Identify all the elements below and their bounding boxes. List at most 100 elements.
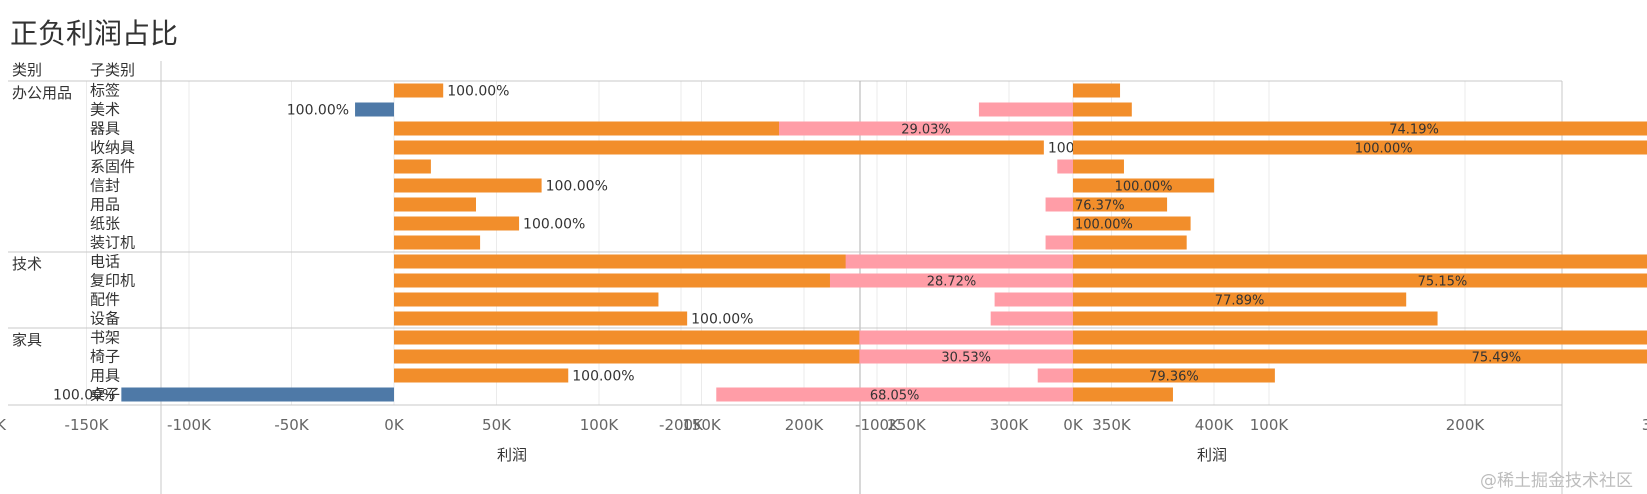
left-axis-tick-label: 100K xyxy=(580,416,620,434)
subcategory-label: 复印机 xyxy=(90,272,135,290)
right-negative-bar xyxy=(859,330,1073,345)
right-positive-bar xyxy=(1073,387,1173,402)
left-axis-tick-label: -200K xyxy=(0,416,7,434)
subcategory-label: 器具 xyxy=(90,120,120,138)
category-label: 办公用品 xyxy=(12,84,72,102)
right-positive-bar xyxy=(1073,368,1275,383)
left-axis-tick-label: 0K xyxy=(384,416,405,434)
right-positive-label: 100.00% xyxy=(1355,142,1413,157)
subcategory-label: 系固件 xyxy=(90,158,135,176)
right-positive-bar xyxy=(1073,178,1215,193)
left-axis-tick-label: 400K xyxy=(1195,416,1235,434)
right-positive-bar xyxy=(1073,349,1647,364)
subcategory-header: 子类别 xyxy=(90,61,135,79)
left-bar xyxy=(394,178,542,193)
right-positive-bar xyxy=(1073,254,1647,269)
right-positive-bar xyxy=(1073,292,1407,307)
subcategory-label: 椅子 xyxy=(90,348,120,366)
right-positive-bar xyxy=(1073,197,1168,212)
right-negative-bar xyxy=(716,387,1073,402)
right-positive-label: 75.49% xyxy=(1472,351,1522,366)
left-bar xyxy=(394,197,476,212)
right-positive-label: 75.15% xyxy=(1418,275,1468,290)
left-axis-tick-label: 150K xyxy=(682,416,722,434)
left-axis-tick-label: 50K xyxy=(482,416,512,434)
left-axis-tick-label: -150K xyxy=(65,416,110,434)
right-positive-bar xyxy=(1073,102,1132,117)
subcategory-label: 用具 xyxy=(90,367,120,385)
right-positive-label: 79.36% xyxy=(1149,370,1199,385)
left-axis-tick-label: 350K xyxy=(1092,416,1132,434)
right-negative-bar xyxy=(779,121,1073,136)
right-positive-label: 76.37% xyxy=(1075,199,1125,214)
right-negative-bar xyxy=(845,254,1073,269)
left-bar-label: 100.00% xyxy=(523,217,585,233)
left-axis-tick-label: -50K xyxy=(274,416,309,434)
subcategory-label: 配件 xyxy=(90,291,120,309)
subcategory-label: 纸张 xyxy=(90,215,120,233)
right-negative-bar xyxy=(990,311,1073,326)
left-axis-tick-label: -100K xyxy=(167,416,212,434)
right-negative-bar xyxy=(1045,197,1073,212)
right-negative-bar xyxy=(978,102,1073,117)
right-axis-tick-label: 100K xyxy=(1250,416,1290,434)
right-positive-bar xyxy=(1073,121,1647,136)
subcategory-label: 用品 xyxy=(90,196,120,214)
category-label: 家具 xyxy=(12,331,42,349)
left-bar xyxy=(394,254,854,269)
right-positive-label: 100.00% xyxy=(1075,218,1133,233)
right-negative-label: 68.05% xyxy=(870,389,920,404)
right-negative-label: 29.03% xyxy=(901,123,951,138)
left-bar-label: 100.00% xyxy=(287,103,349,119)
right-positive-bar xyxy=(1073,235,1187,250)
subcategory-label: 收纳具 xyxy=(90,139,135,157)
category-label: 技术 xyxy=(12,255,42,273)
left-bar-label: 100.00% xyxy=(447,84,509,100)
left-bar xyxy=(121,387,394,402)
right-axis-tick-label: -200K xyxy=(659,416,704,434)
right-axis-tick-label: 0K xyxy=(1063,416,1084,434)
right-negative-label: 28.72% xyxy=(927,275,977,290)
right-negative-bar xyxy=(1057,159,1073,174)
right-negative-bar xyxy=(1045,235,1073,250)
left-axis-tick-label: 200K xyxy=(785,416,825,434)
subcategory-label: 设备 xyxy=(90,310,120,328)
subcategory-label: 书架 xyxy=(90,329,120,347)
subcategory-label: 桌子 xyxy=(90,386,120,404)
left-axis-tick-label: 250K xyxy=(887,416,927,434)
left-bar-label: 100.00% xyxy=(572,369,634,385)
left-bar xyxy=(394,311,688,326)
subcategory-label: 标签 xyxy=(90,82,120,100)
subcategory-label: 装订机 xyxy=(90,234,135,252)
left-bar xyxy=(394,83,444,98)
left-bar xyxy=(394,273,913,288)
right-positive-label: 77.89% xyxy=(1215,294,1265,309)
right-negative-bar xyxy=(859,349,1073,364)
right-positive-label: 74.19% xyxy=(1389,123,1439,138)
right-negative-bar xyxy=(994,292,1073,307)
right-positive-bar xyxy=(1073,83,1121,98)
left-bar xyxy=(394,159,431,174)
right-axis-tick-label: -100K xyxy=(855,416,900,434)
left-bar xyxy=(394,121,802,136)
category-header: 类别 xyxy=(12,61,42,79)
subcategory-label: 电话 xyxy=(90,253,120,271)
right-positive-bar xyxy=(1073,273,1647,288)
right-positive-bar xyxy=(1073,330,1647,345)
left-bar xyxy=(394,368,569,383)
left-bar xyxy=(394,140,1044,155)
chart-title: 正负利润占比 xyxy=(10,17,179,50)
left-axis-tick-label: 300K xyxy=(990,416,1030,434)
right-negative-label: 30.53% xyxy=(941,351,991,366)
left-bar-label: 100.00% xyxy=(546,179,608,195)
right-positive-bar xyxy=(1073,311,1438,326)
subcategory-label: 美术 xyxy=(90,101,120,119)
right-positive-bar xyxy=(1073,140,1647,155)
left-bar-label: 100.00% xyxy=(691,312,753,328)
right-negative-bar xyxy=(829,273,1073,288)
left-axis-title: 利润 xyxy=(497,446,527,464)
left-bar-label: 100.00% xyxy=(53,388,115,404)
left-bar xyxy=(394,292,659,307)
subcategory-label: 信封 xyxy=(90,177,120,195)
